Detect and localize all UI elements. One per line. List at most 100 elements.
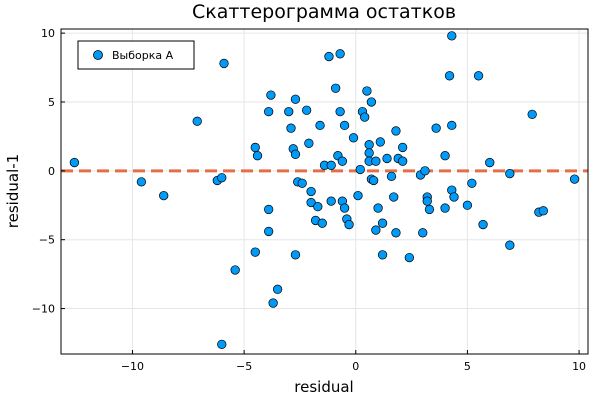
scatter-point: [159, 190, 169, 201]
scatter-point: [306, 197, 316, 208]
scatter-point: [485, 157, 495, 168]
scatter-point: [192, 116, 202, 126]
scatter-point: [375, 137, 385, 147]
scatter-point: [217, 339, 227, 350]
x-axis-label: residual: [294, 378, 353, 396]
y-tick-label: −10: [32, 303, 55, 316]
x-tick-label: −10: [121, 360, 144, 373]
scatter-point: [284, 106, 294, 117]
chart-title: Скаттерограмма остатков: [192, 1, 456, 23]
scatter-point: [290, 250, 301, 260]
plot-frame: [60, 28, 589, 355]
scatter-point: [505, 168, 515, 179]
scatter-point: [366, 97, 377, 107]
scatter-point: [264, 226, 274, 237]
scatter-point: [297, 178, 307, 188]
scatter-point: [431, 123, 441, 133]
scatter-point: [440, 203, 450, 213]
y-tick-label: 5: [48, 96, 55, 109]
scatter-point: [344, 219, 354, 230]
scatter-point: [266, 90, 276, 100]
scatter-point: [527, 109, 537, 120]
scatter-point: [360, 112, 370, 122]
scatter-point: [422, 196, 432, 206]
scatter-point: [264, 106, 274, 117]
scatter-point: [339, 203, 350, 213]
scatter-point: [362, 86, 372, 96]
scatter-point: [250, 142, 260, 153]
legend-label: Выборка А: [112, 49, 174, 62]
scatter-point: [424, 204, 435, 215]
scatter-point: [339, 120, 350, 131]
scatter-point: [337, 156, 348, 166]
scatter-point: [462, 200, 473, 210]
scatter-point: [538, 206, 548, 216]
x-tick-label: 10: [572, 360, 586, 373]
axis-ticks: −10 −5 0 5 10 −10 −5 0 5 10: [32, 27, 588, 373]
scatter-point: [326, 160, 336, 170]
scatter-point: [286, 123, 296, 133]
legend: Выборка А: [77, 40, 195, 70]
data-points: [69, 31, 580, 350]
y-tick-label: −5: [39, 234, 55, 247]
scatter-point: [250, 247, 260, 257]
scatter-point: [371, 225, 381, 235]
scatter-point: [364, 148, 374, 158]
scatter-point: [371, 156, 381, 166]
scatter-point: [252, 151, 263, 161]
scatter-point: [447, 120, 457, 131]
scatter-point: [391, 228, 401, 238]
scatter-point: [440, 151, 450, 161]
scatter-point: [386, 171, 397, 182]
scatter-point: [335, 49, 345, 59]
scatter-point: [377, 218, 388, 228]
scatter-point: [335, 106, 345, 117]
scatter-point: [268, 298, 278, 308]
legend-marker: [93, 50, 103, 60]
scatter-point: [326, 196, 336, 206]
scatter-point: [272, 284, 283, 294]
scatter-point: [473, 71, 484, 81]
y-tick-label: 0: [48, 165, 55, 178]
scatter-point: [264, 204, 274, 215]
scatter-point: [290, 94, 301, 104]
grid-lines: [61, 29, 588, 354]
scatter-point: [377, 250, 388, 260]
scatter-point: [404, 252, 415, 263]
scatter-point: [368, 175, 379, 186]
scatter-point: [230, 265, 240, 275]
scatter-point: [420, 166, 430, 176]
scatter-point: [315, 120, 325, 131]
scatter-point: [382, 153, 392, 164]
scatter-point: [569, 174, 580, 184]
scatter-point: [467, 178, 477, 188]
scatter-point: [449, 192, 459, 202]
scatter-point: [505, 240, 515, 250]
scatter-point: [389, 192, 399, 202]
scatter-point: [398, 142, 408, 153]
scatter-point: [391, 126, 401, 136]
scatter-point: [217, 173, 227, 183]
x-tick-label: 5: [464, 360, 471, 373]
y-axis-label: residual-1: [4, 154, 22, 228]
scatter-point: [317, 218, 327, 228]
scatter-point: [398, 156, 408, 166]
scatter-point: [348, 133, 359, 143]
scatter-point: [290, 149, 301, 159]
scatter-point: [304, 138, 314, 148]
scatter-point: [355, 164, 365, 175]
scatter-point: [306, 186, 316, 197]
scatter-point: [324, 51, 334, 62]
scatter-point: [418, 228, 428, 238]
scatter-point: [373, 203, 383, 213]
scatter-point: [313, 201, 323, 212]
scatter-point: [301, 105, 312, 115]
x-tick-label: −5: [236, 360, 252, 373]
x-tick-label: 0: [352, 360, 359, 373]
scatter-point: [444, 71, 455, 81]
scatter-point: [331, 83, 341, 93]
scatter-point: [364, 140, 374, 150]
scatter-point: [219, 58, 229, 69]
scatter-point: [69, 157, 80, 168]
